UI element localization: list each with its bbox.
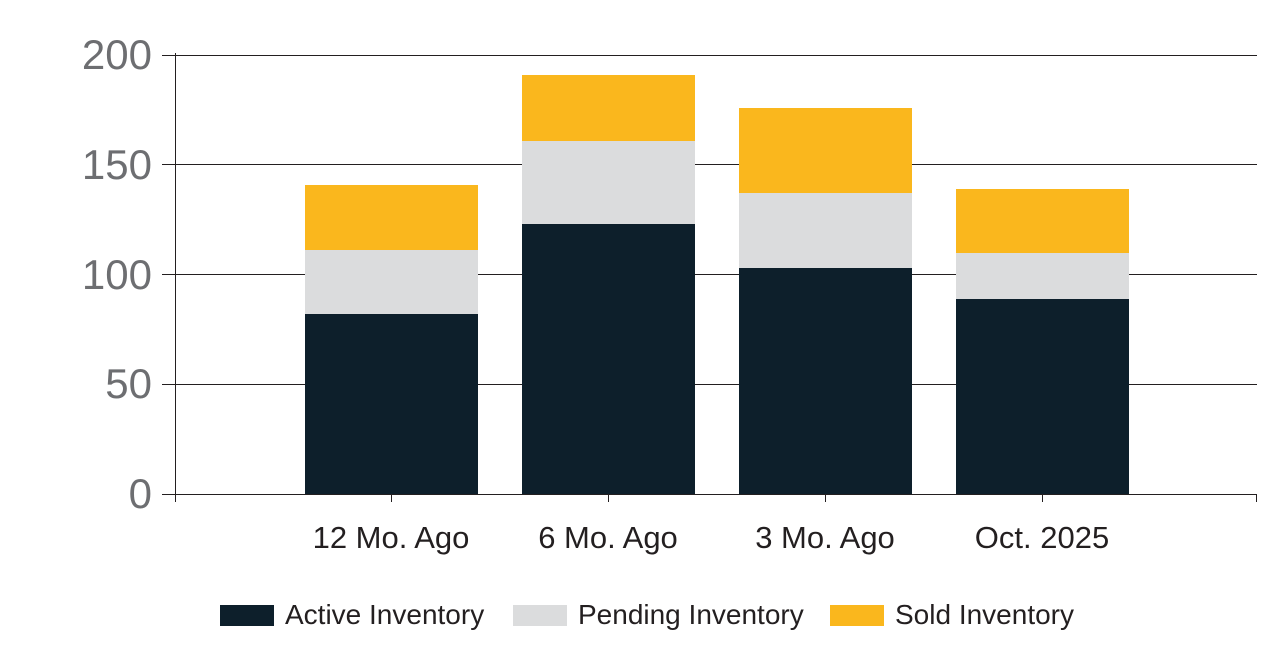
x-category-label: Oct. 2025 xyxy=(974,520,1110,555)
legend-item-sold-inventory: Sold Inventory xyxy=(830,599,1074,630)
y-tick-label: 150 xyxy=(81,140,152,188)
bar-segment-sold-inventory xyxy=(304,184,478,251)
bar-segment-active-inventory xyxy=(955,298,1129,494)
y-axis-tick xyxy=(162,274,175,275)
legend-label-pending-inventory: Pending Inventory xyxy=(578,599,804,630)
bar-segment-pending-inventory xyxy=(738,193,912,268)
bar-segment-sold-inventory xyxy=(738,107,912,194)
x-axis-line xyxy=(162,494,1257,495)
legend-label-active-inventory: Active Inventory xyxy=(285,599,485,630)
bar-segment-pending-inventory xyxy=(304,250,478,314)
bar-segment-active-inventory xyxy=(304,314,478,494)
y-tick-label: 0 xyxy=(128,470,152,517)
x-axis-tick xyxy=(1042,494,1043,502)
x-axis-tick xyxy=(825,494,826,502)
x-axis-tick xyxy=(391,494,392,502)
legend-swatch-sold-inventory xyxy=(830,604,884,626)
legend-swatch-pending-inventory xyxy=(513,604,567,626)
gridline xyxy=(175,383,1257,385)
bar-segment-sold-inventory xyxy=(955,188,1129,253)
bar-segment-active-inventory xyxy=(521,224,695,494)
gridline xyxy=(175,274,1257,275)
x-axis-end-tick xyxy=(1256,494,1257,502)
y-axis-tick xyxy=(162,54,175,56)
bar-segment-active-inventory xyxy=(738,267,912,494)
x-category-label: 12 Mo. Ago xyxy=(312,520,470,555)
x-axis-tick xyxy=(608,494,609,502)
x-category-label: 3 Mo. Ago xyxy=(755,520,895,555)
x-category-label: 6 Mo. Ago xyxy=(538,520,678,555)
legend-item-pending-inventory: Pending Inventory xyxy=(513,599,804,630)
bar-segment-pending-inventory xyxy=(521,140,695,224)
y-axis-line xyxy=(175,53,176,502)
gridline xyxy=(175,54,1257,56)
y-tick-label: 200 xyxy=(81,31,152,78)
bar-segment-sold-inventory xyxy=(521,74,695,141)
bar-segment-pending-inventory xyxy=(955,252,1129,299)
legend-swatch-active-inventory xyxy=(220,604,274,626)
legend-item-active-inventory: Active Inventory xyxy=(220,599,485,630)
y-tick-label: 100 xyxy=(81,250,152,298)
y-axis-tick xyxy=(162,164,175,166)
y-tick-label: 50 xyxy=(105,360,152,408)
y-axis-tick xyxy=(162,383,175,385)
legend-label-sold-inventory: Sold Inventory xyxy=(895,599,1074,630)
gridline xyxy=(175,164,1257,166)
